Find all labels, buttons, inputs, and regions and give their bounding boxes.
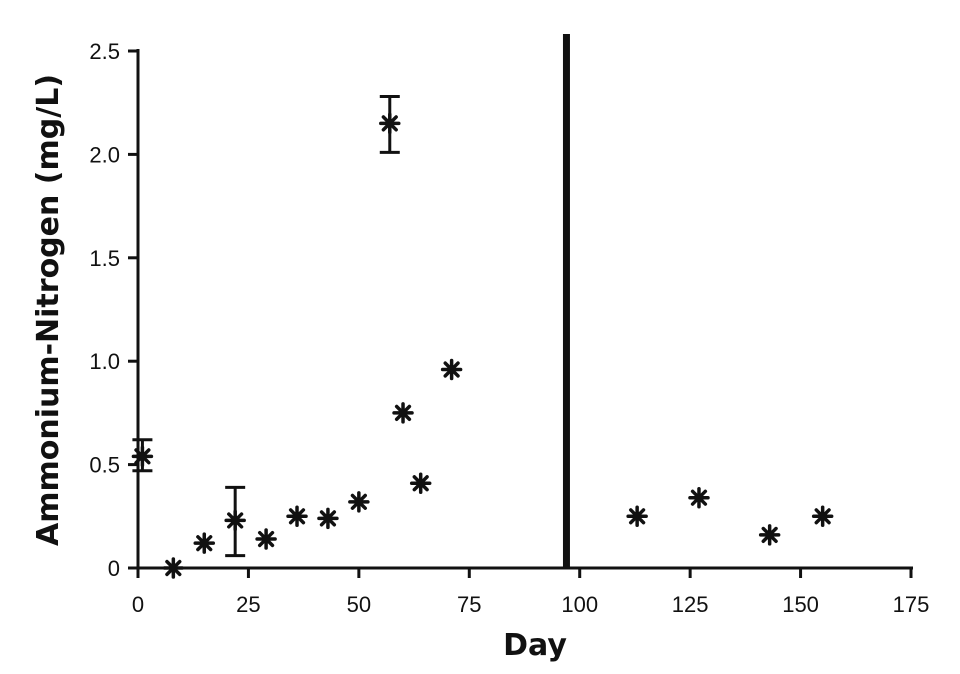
x-tick-label: 75: [457, 592, 481, 617]
data-point-core: [137, 451, 147, 461]
x-axis-title: Day: [503, 628, 567, 663]
y-tick-label: 1.5: [89, 246, 120, 271]
data-point-core: [354, 497, 364, 507]
data-point-core: [765, 530, 775, 540]
data-point-core: [818, 511, 828, 521]
data-point-core: [447, 364, 457, 374]
data-point: [626, 505, 648, 528]
data-point: [348, 491, 370, 513]
y-tick-label: 1.0: [89, 349, 120, 374]
data-point: [317, 507, 339, 530]
x-tick-label: 0: [132, 592, 144, 617]
x-tick-label: 175: [893, 592, 930, 617]
data-point-core: [694, 493, 704, 503]
data-point: [758, 524, 781, 546]
data-point: [688, 486, 710, 509]
data-point-core: [323, 513, 333, 523]
x-tick-label: 25: [236, 592, 260, 617]
data-point: [379, 112, 401, 135]
y-tick-label: 0.5: [89, 453, 120, 478]
data-point-core: [292, 511, 302, 521]
data-point-core: [168, 563, 178, 573]
data-point: [224, 509, 246, 532]
x-tick-label: 150: [782, 592, 819, 617]
data-point: [286, 505, 308, 528]
y-tick-label: 2.5: [89, 39, 120, 64]
data-point-core: [632, 511, 642, 521]
data-point-core: [416, 478, 426, 488]
x-tick-label: 50: [347, 592, 371, 617]
data-point-core: [385, 118, 395, 128]
y-axis-title: Ammonium-Nitrogen (mg/L): [31, 74, 66, 546]
data-point: [392, 402, 414, 424]
data-point: [409, 472, 432, 494]
data-point-core: [230, 515, 240, 525]
y-tick-label: 0: [108, 556, 120, 581]
data-point: [131, 445, 154, 468]
x-tick-label: 100: [561, 592, 598, 617]
data-point: [811, 505, 834, 528]
error-bars: [132, 94, 400, 558]
x-tick-label: 125: [672, 592, 709, 617]
y-axis: 0 0.5 1.0 1.5 2.0 2.5: [89, 39, 140, 581]
data-point: [193, 532, 216, 554]
data-point: [255, 528, 277, 550]
x-axis: 0 25 50 75 100 125 150 175: [132, 566, 930, 617]
data-point: [162, 557, 185, 579]
data-point: [440, 358, 463, 381]
data-point-core: [398, 408, 408, 418]
data-points: [131, 112, 834, 579]
data-point-core: [261, 534, 271, 544]
y-tick-label: 2.0: [89, 142, 120, 167]
data-point-core: [199, 538, 209, 548]
